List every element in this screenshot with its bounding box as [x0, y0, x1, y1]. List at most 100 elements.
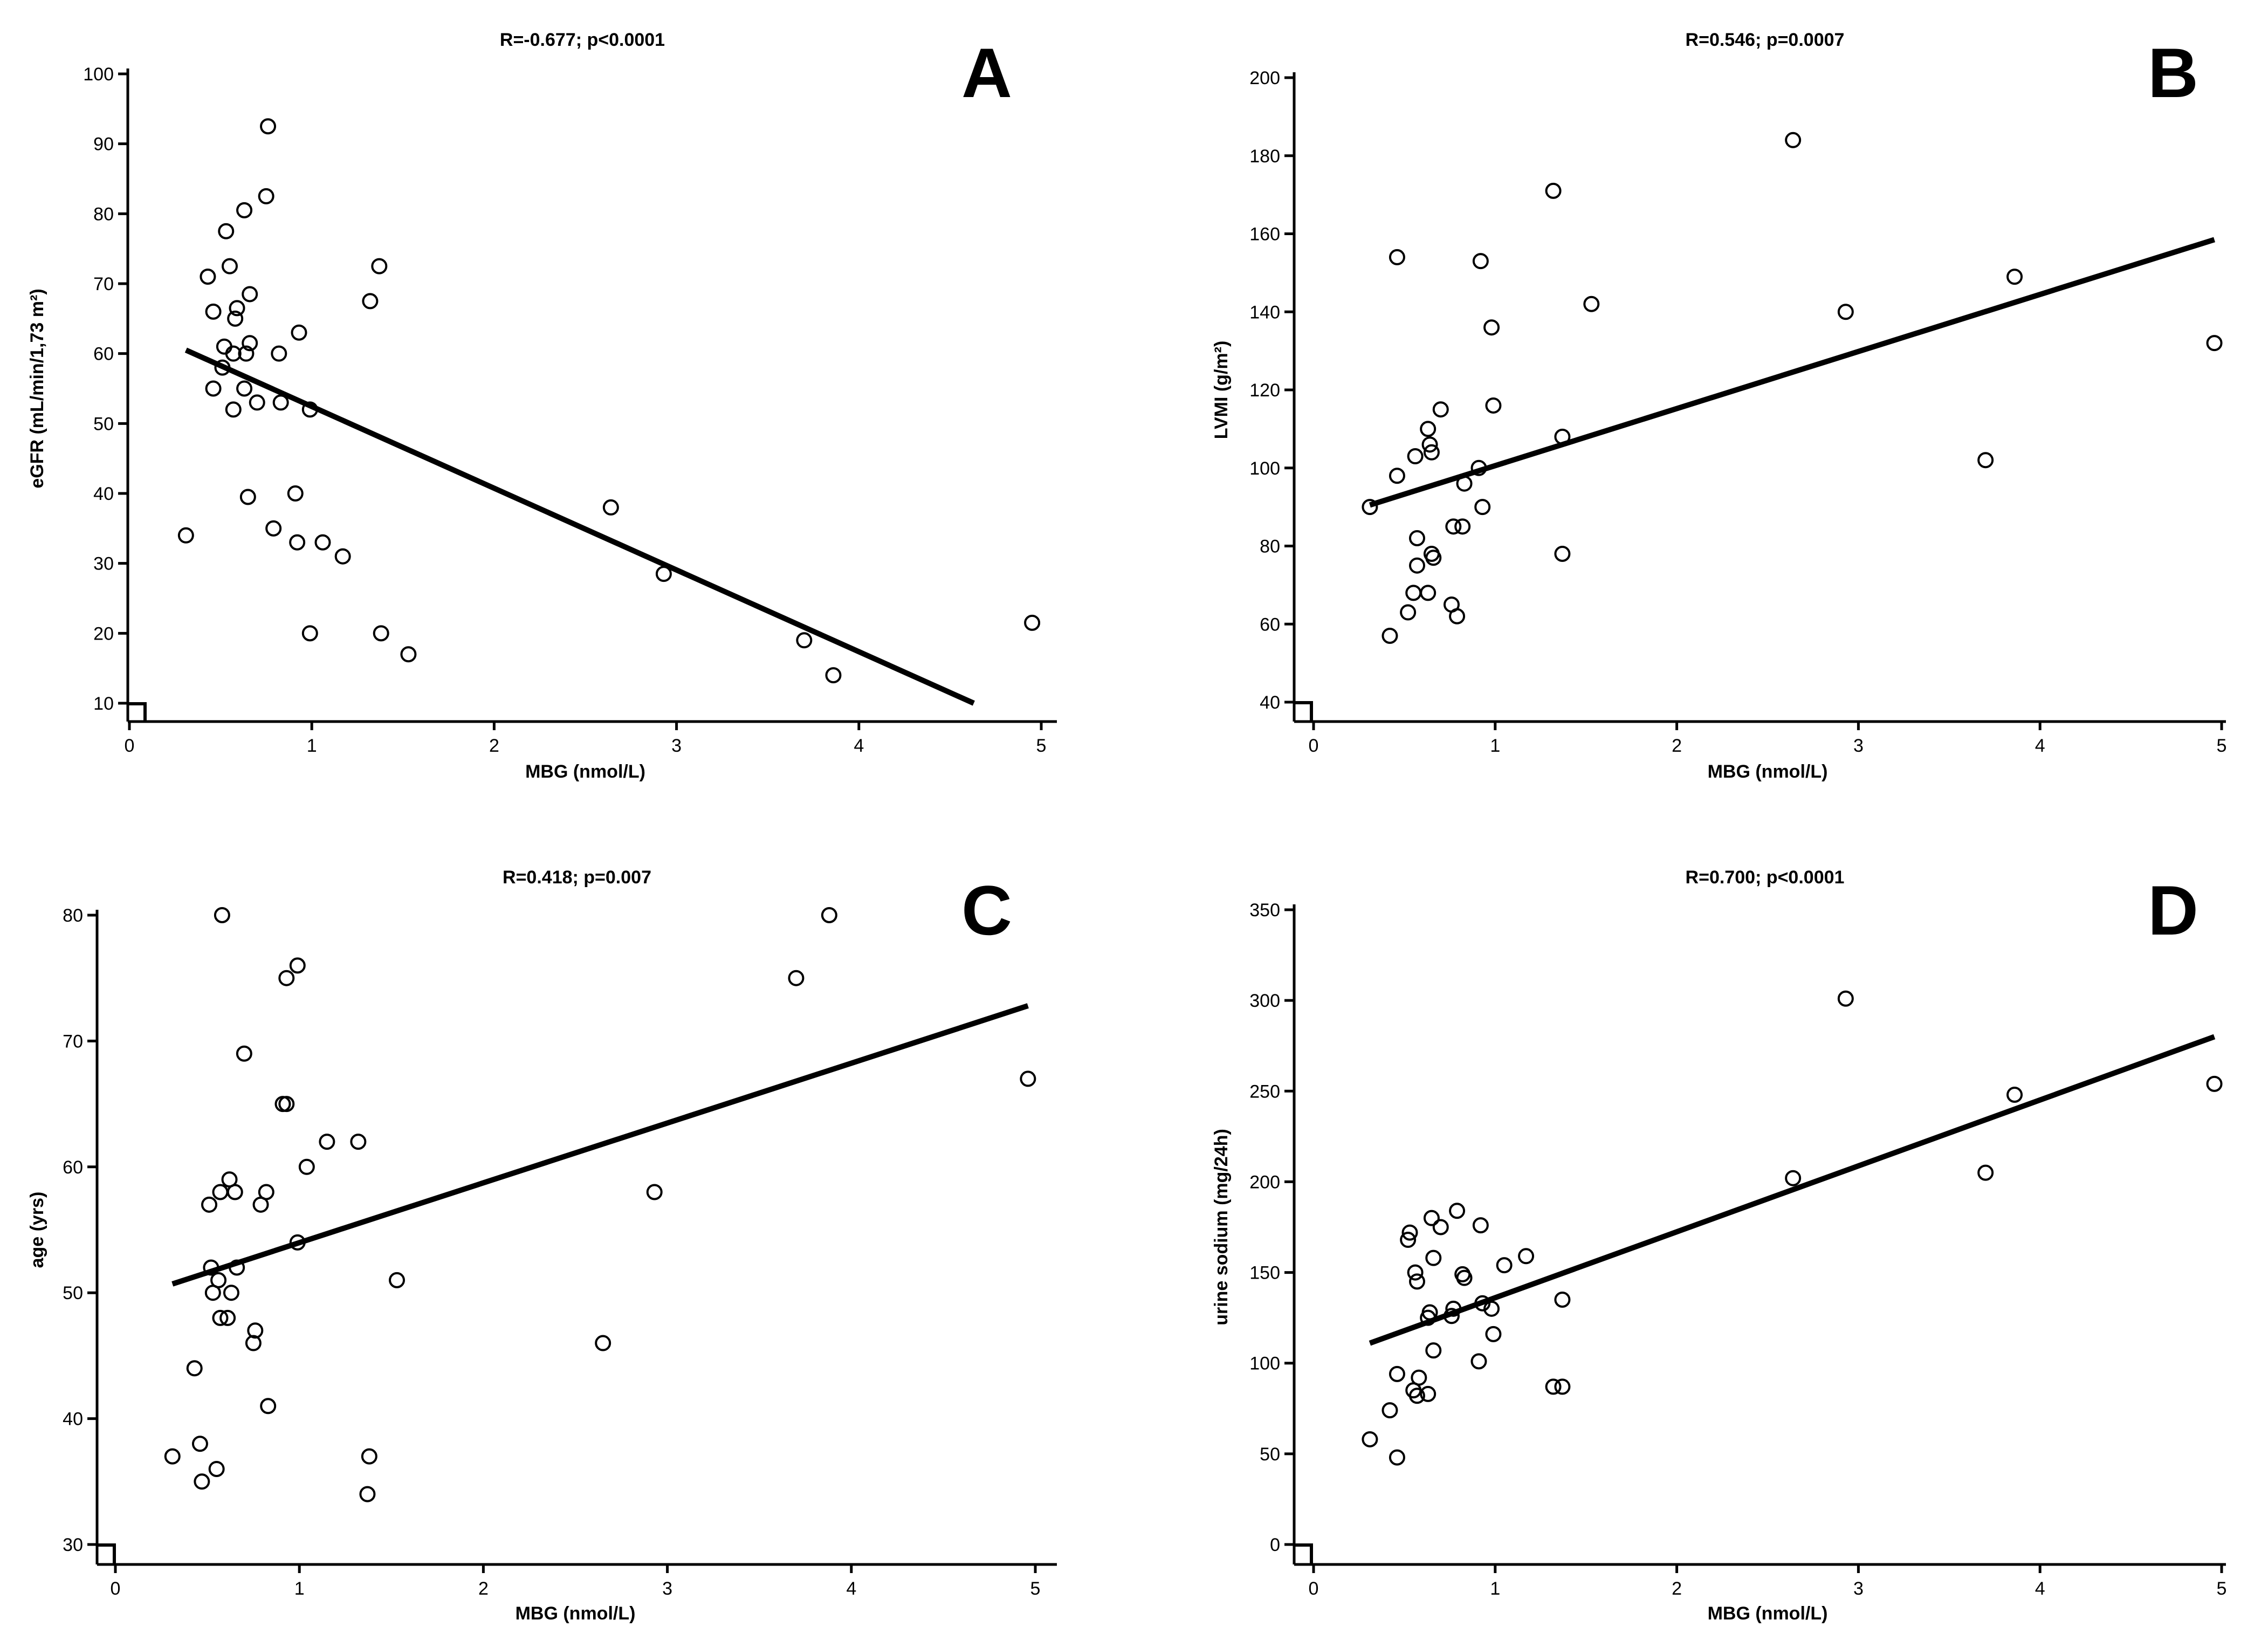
panel-c-y-axis-title: age (yrs) — [27, 1192, 47, 1268]
panel-a-data-point — [289, 534, 306, 551]
panel-a-regression-line — [184, 347, 975, 706]
panel-b-x-tick-label: 5 — [2217, 736, 2227, 756]
panel-d-data-point — [1554, 1292, 1571, 1308]
panel-c-axis-corner — [97, 1543, 116, 1564]
panel-a-y-tick-label: 100 — [83, 64, 114, 85]
panel-c-data-point — [210, 1272, 227, 1288]
panel-c-data-point — [208, 1460, 225, 1477]
panel-a-data-point — [229, 300, 245, 317]
panel-b-data-point — [1445, 518, 1462, 535]
panel-d-stat-title: R=0.700; p<0.0001 — [1686, 867, 1845, 888]
panel-b-data-point — [1583, 296, 1600, 312]
panel-c-data-point — [1020, 1070, 1036, 1087]
panel-b-data-point — [1977, 452, 1994, 469]
panel-c-data-point — [164, 1448, 181, 1465]
panel-c-data-point — [214, 907, 230, 923]
panel-d-y-tick-label: 200 — [1249, 1172, 1280, 1192]
panel-c-data-point — [258, 1184, 274, 1200]
panel-d-y-tick-label: 0 — [1270, 1535, 1280, 1555]
panel-a-data-point — [655, 566, 672, 582]
panel-d-y-axis-title: urine sodium (mg/24h) — [1211, 1129, 1232, 1326]
panel-c-data-point — [201, 1196, 218, 1213]
panel-a-data-point — [225, 345, 242, 362]
panel-a-data-point — [371, 258, 388, 274]
panel-d-data-point — [1401, 1224, 1418, 1241]
panel-b-data-point — [1554, 545, 1571, 562]
panel-b-y-tick-label: 40 — [1260, 692, 1280, 713]
panel-a-y-tick-label: 90 — [93, 134, 114, 155]
panel-c-regression-line — [171, 1003, 1029, 1287]
panel-d-data-point — [1445, 1300, 1462, 1317]
panel-a-data-point — [242, 286, 258, 303]
panel-a-data-point — [205, 380, 222, 397]
panel-c-data-point — [821, 907, 837, 923]
panel-b-y-tick-label: 200 — [1249, 68, 1280, 88]
panel-d-x-tick-label: 2 — [1672, 1578, 1682, 1599]
panel-a-data-point — [216, 338, 232, 355]
panel-c-data-point — [289, 957, 306, 974]
panel-d-data-point — [1423, 1210, 1440, 1226]
panel-a-data-point — [362, 293, 379, 310]
panel-b-data-point — [1545, 182, 1562, 199]
panel-c-data-point — [361, 1448, 377, 1465]
panel-b: 40 60 80 100 120 140 160 180 200 0 1 2 3 4 5 MBG (nmol/… — [1211, 30, 2226, 782]
panel-c-data-point — [212, 1184, 229, 1200]
panel-a-y-tick-label: 30 — [93, 554, 114, 574]
panel-c-data-point — [186, 1360, 203, 1377]
panel-b-data-point — [1420, 421, 1437, 437]
panel-b-data-point — [1470, 459, 1487, 476]
panel-b-data-point — [1456, 475, 1473, 492]
panel-a-data-point — [301, 625, 318, 642]
panel-b-letter: B — [2148, 33, 2198, 112]
panel-a-letter: A — [961, 33, 1012, 112]
panel-c-data-point — [646, 1184, 663, 1200]
panel-d-data-point — [1432, 1219, 1449, 1235]
panel-a-data-point — [287, 485, 304, 502]
panel-d-data-point — [1421, 1304, 1438, 1321]
panel-a-data-point — [265, 520, 282, 537]
panel-b-data-point — [2006, 269, 2023, 285]
panel-a-axis-corner — [128, 702, 147, 722]
panel-a-data-point — [314, 534, 331, 551]
panel-b-data-point — [1389, 249, 1405, 265]
panel-b-y-tick-label: 80 — [1260, 537, 1280, 557]
panel-c-data-point — [212, 1309, 229, 1326]
panel-a-x-tick-label: 2 — [489, 736, 499, 756]
panel-b-y-tick-label: 140 — [1249, 302, 1280, 322]
panel-a-data-point — [200, 269, 216, 285]
panel-c-data-point — [289, 1234, 306, 1251]
panel-c-data-point — [260, 1398, 277, 1415]
panel-a-y-tick-label: 20 — [93, 623, 114, 644]
panel-c: 30 40 50 60 70 80 0 1 2 3 4 5 MBG (nmol/L) age (yrs) R… — [27, 867, 1057, 1624]
panel-a-data-point — [1024, 614, 1041, 631]
panel-b-x-tick-label: 4 — [2035, 736, 2045, 756]
panel-d-data-point — [1362, 1431, 1378, 1447]
panel-c-stat-title: R=0.418; p=0.007 — [503, 867, 651, 888]
panel-a-y-tick-label: 40 — [93, 484, 114, 504]
panel-a-data-point — [271, 345, 287, 362]
panel-b-data-point — [1407, 448, 1424, 465]
panel-a-data-point — [205, 303, 222, 320]
panel-a-y-tick-label: 50 — [93, 414, 114, 434]
panel-a-data-point — [301, 401, 318, 418]
panel-b-y-tick-label: 180 — [1249, 146, 1280, 167]
panel-c-data-point — [350, 1134, 367, 1150]
panel-b-data-point — [1421, 436, 1438, 453]
panel-c-data-point — [389, 1272, 406, 1288]
panel-d-data-point — [1470, 1353, 1487, 1370]
panel-d-x-tick-label: 3 — [1853, 1578, 1864, 1599]
panel-b-data-point — [1362, 499, 1378, 516]
panel-c-x-tick-label: 5 — [1030, 1578, 1041, 1599]
panel-d-data-point — [1496, 1257, 1513, 1274]
panel-a-data-point — [258, 188, 274, 204]
panel-b-data-point — [1474, 499, 1491, 516]
panel-c-y-tick-label: 60 — [63, 1157, 83, 1178]
panel-c-data-point — [595, 1335, 611, 1351]
panel-c-data-point — [203, 1259, 219, 1276]
panel-b-axis-corner — [1294, 701, 1313, 722]
panel-a-data-point — [249, 394, 265, 411]
panel-a-y-axis-title: eGFR (mL/min/1,73 m²) — [27, 289, 47, 488]
panel-a-x-tick-label: 1 — [307, 736, 317, 756]
panel-d-y-tick-label: 250 — [1249, 1081, 1280, 1102]
